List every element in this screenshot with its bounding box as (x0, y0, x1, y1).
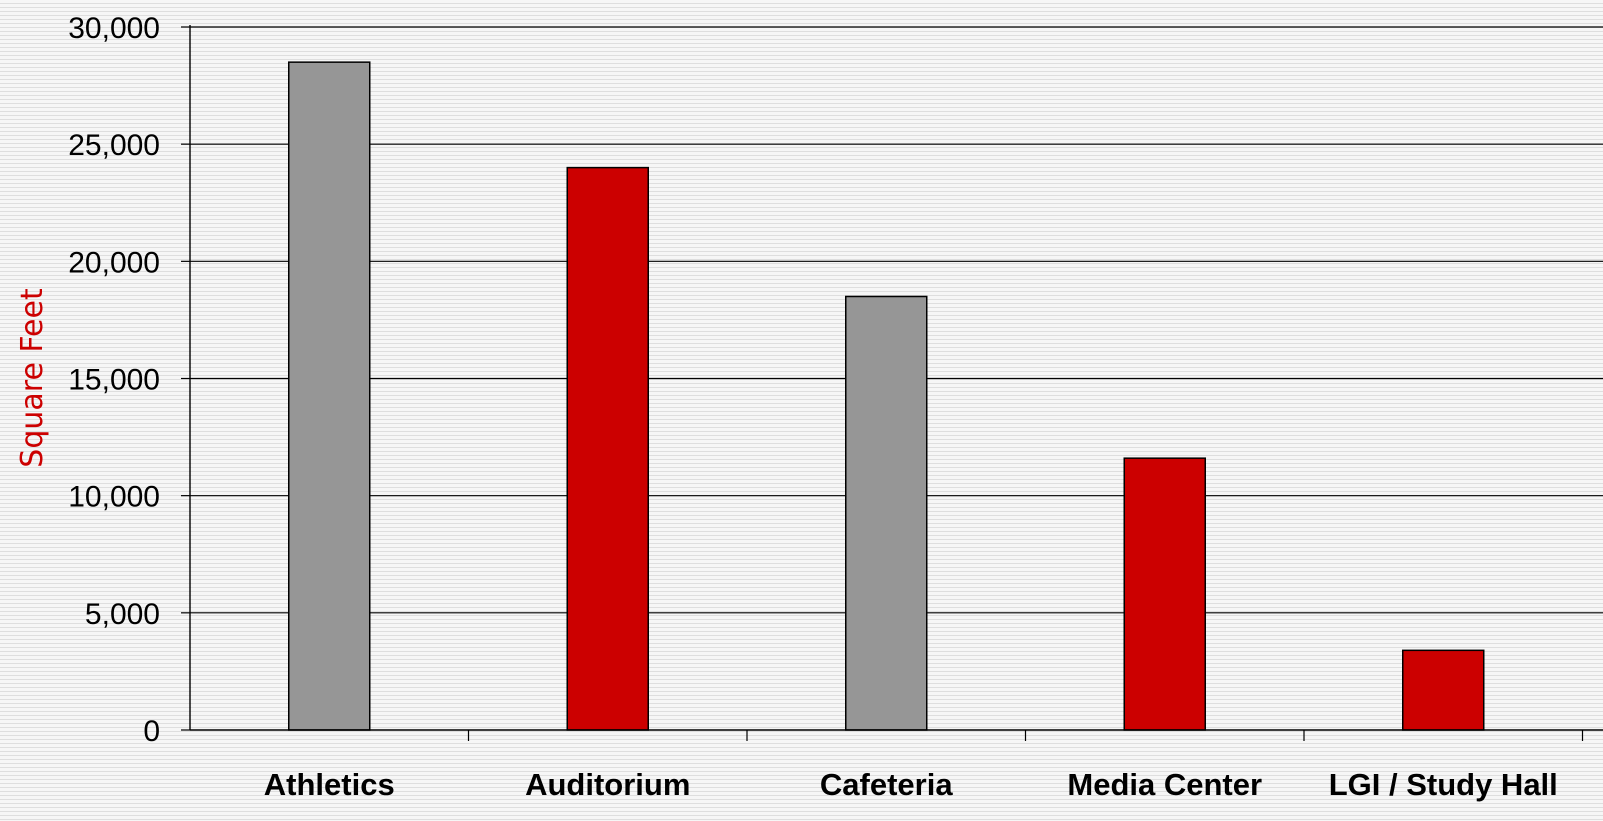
y-tick-label: 5,000 (85, 598, 160, 631)
y-tick-labels: 0 5,000 10,000 15,000 20,000 25,000 30,000 (68, 12, 160, 748)
bar-athletics (288, 61, 371, 731)
y-tick-label: 15,000 (68, 364, 160, 397)
bar-cafeteria (845, 295, 928, 731)
x-category-label: Auditorium (525, 767, 690, 802)
y-tick-label: 20,000 (68, 246, 160, 279)
x-category-label: LGI / Study Hall (1329, 767, 1558, 802)
y-tick-label: 0 (143, 715, 160, 748)
y-tick-label: 10,000 (68, 481, 160, 514)
axes (181, 25, 1603, 741)
bar-media-center (1123, 457, 1206, 731)
y-tick-label: 30,000 (68, 12, 160, 45)
y-tick-label: 25,000 (68, 129, 160, 162)
x-category-labels: Athletics Auditorium Cafeteria Media Center… (264, 767, 1558, 802)
bar-lgi-study-hall (1402, 649, 1485, 731)
y-axis-title: Square Feet (15, 288, 50, 468)
bars (288, 61, 1485, 731)
x-category-label: Media Center (1067, 767, 1262, 802)
bar-auditorium (566, 166, 649, 731)
x-category-label: Athletics (264, 767, 395, 802)
x-category-label: Cafeteria (820, 767, 953, 802)
